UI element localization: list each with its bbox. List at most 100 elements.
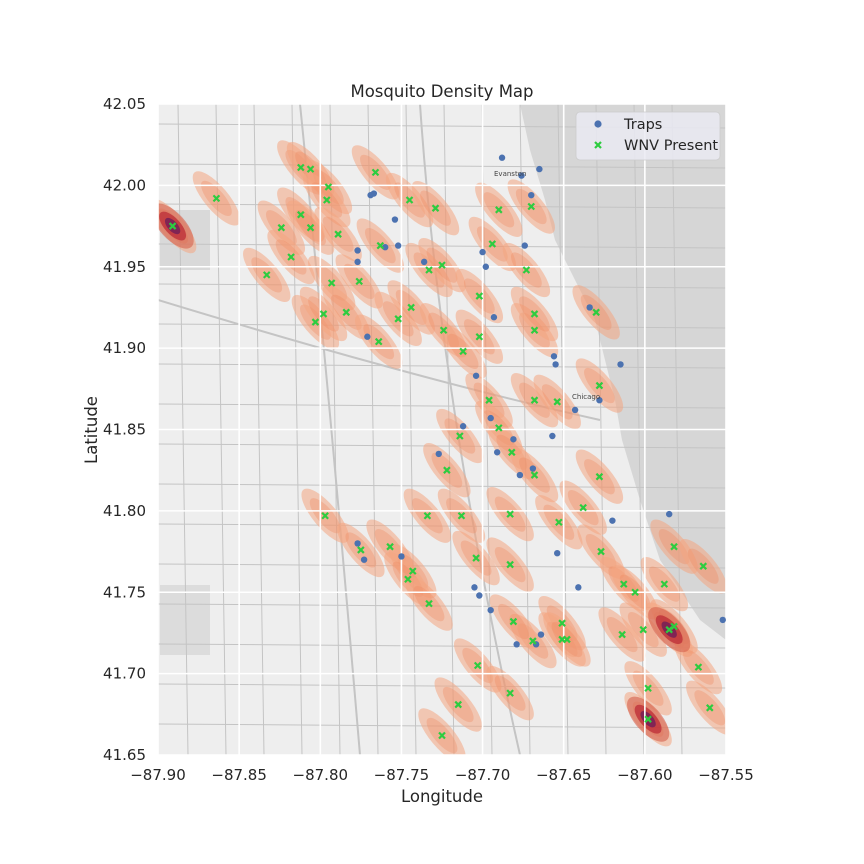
- wnv-point: [327, 279, 336, 287]
- wnv-point: [530, 471, 539, 479]
- trap-point: [596, 397, 603, 404]
- trap-point: [719, 616, 726, 624]
- wnv-point: [618, 630, 626, 639]
- trap-point: [513, 641, 520, 648]
- wnv-point: [530, 396, 539, 404]
- wnv-point: [579, 503, 587, 512]
- wnv-point: [409, 567, 417, 575]
- wnv-point: [558, 619, 566, 627]
- trap-point: [459, 423, 467, 430]
- legend-traps-label: Traps: [623, 117, 662, 133]
- trap-point: [482, 263, 490, 270]
- wnv-point: [595, 381, 604, 390]
- x-axis-ticks: −87.90 −87.85 −87.80 −87.75 −87.70 −87.65 −87.…: [130, 766, 754, 784]
- wnv-point: [438, 261, 446, 269]
- trap-point: [354, 540, 361, 547]
- wnv-point: [644, 715, 652, 723]
- trap-point: [471, 584, 478, 591]
- wnv-point: [705, 704, 714, 712]
- wnv-point: [306, 165, 315, 173]
- wnv-point: [262, 271, 271, 279]
- wnv-point: [297, 163, 305, 172]
- map-label-chicago: Chicago: [572, 393, 600, 401]
- wnv-point: [425, 599, 433, 608]
- wnv-point: [386, 542, 394, 551]
- wnv-point: [670, 542, 678, 551]
- trap-point: [666, 510, 673, 518]
- trap-point: [609, 517, 616, 524]
- y-tick-label: 41.95: [103, 258, 146, 276]
- x-tick-label: −87.85: [211, 766, 267, 784]
- trap-point: [554, 549, 561, 557]
- road-line: [158, 483, 726, 489]
- legend-box: [575, 111, 721, 161]
- wnv-point: [297, 210, 305, 219]
- trap-point: [476, 592, 483, 599]
- wnv-point: [374, 337, 383, 346]
- road-line: [158, 243, 726, 249]
- trap-point: [529, 465, 537, 472]
- wnv-point: [322, 196, 331, 204]
- wnv-point: [639, 625, 648, 634]
- wnv-point: [665, 625, 673, 634]
- trap-point: [536, 165, 543, 173]
- trap-point: [549, 432, 556, 440]
- wnv-point: [342, 308, 351, 317]
- wnv-point: [454, 700, 463, 709]
- wnv-point: [457, 511, 466, 520]
- wnv-point: [212, 194, 221, 203]
- wnv-point: [508, 448, 516, 457]
- trap-point: [550, 353, 558, 360]
- trap-point: [518, 172, 525, 179]
- y-tick-label: 41.65: [103, 746, 146, 764]
- x-tick-label: −87.60: [617, 766, 673, 784]
- wnv-point: [670, 622, 678, 631]
- wnv-point: [371, 168, 380, 177]
- wnv-point: [431, 204, 440, 212]
- wnv-point: [644, 684, 652, 693]
- wnv-point: [485, 396, 493, 404]
- wnv-point: [619, 580, 628, 588]
- x-tick-label: −87.80: [293, 766, 349, 784]
- trap-point: [487, 414, 494, 422]
- points-layer: [168, 154, 726, 740]
- wnv-point: [394, 315, 402, 323]
- wnv-point: [488, 240, 497, 248]
- y-tick-label: 41.80: [103, 502, 146, 520]
- legend-wnv-marker: [594, 141, 602, 149]
- legend: Traps WNV Present: [575, 111, 721, 161]
- wnv-point: [473, 661, 482, 670]
- wnv-point: [168, 222, 177, 230]
- legend-wnv-label: WNV Present: [624, 138, 718, 154]
- chart-title: Mosquito Density Map: [350, 82, 533, 101]
- wnv-point: [506, 560, 514, 569]
- x-axis-label: Longitude: [401, 787, 483, 806]
- wnv-point: [597, 547, 605, 556]
- y-axis-label: Latitude: [82, 396, 101, 464]
- trap-point: [528, 191, 535, 199]
- wnv-point: [506, 510, 514, 518]
- wnv-point: [306, 223, 315, 232]
- wnv-point: [472, 554, 480, 562]
- trap-point: [493, 449, 501, 456]
- trap-point: [571, 406, 579, 414]
- x-tick-label: −87.55: [698, 766, 754, 784]
- wnv-point: [459, 347, 467, 356]
- wnv-point: [506, 689, 514, 697]
- wnv-point: [311, 318, 320, 326]
- grid-lines: [158, 104, 726, 755]
- trap-point: [575, 584, 582, 591]
- lab-area: [160, 585, 210, 655]
- trap-point: [586, 304, 593, 311]
- trap-point: [354, 258, 361, 266]
- x-tick-label: −87.70: [455, 766, 511, 784]
- legend-traps-marker: [594, 120, 602, 128]
- wnv-point: [475, 292, 484, 300]
- wnv-point: [425, 266, 433, 274]
- y-tick-label: 42.05: [103, 95, 146, 113]
- trap-point: [516, 471, 524, 479]
- wnv-point: [334, 230, 342, 238]
- trap-point: [487, 606, 494, 614]
- road-line: [158, 563, 726, 569]
- trap-point: [490, 314, 498, 321]
